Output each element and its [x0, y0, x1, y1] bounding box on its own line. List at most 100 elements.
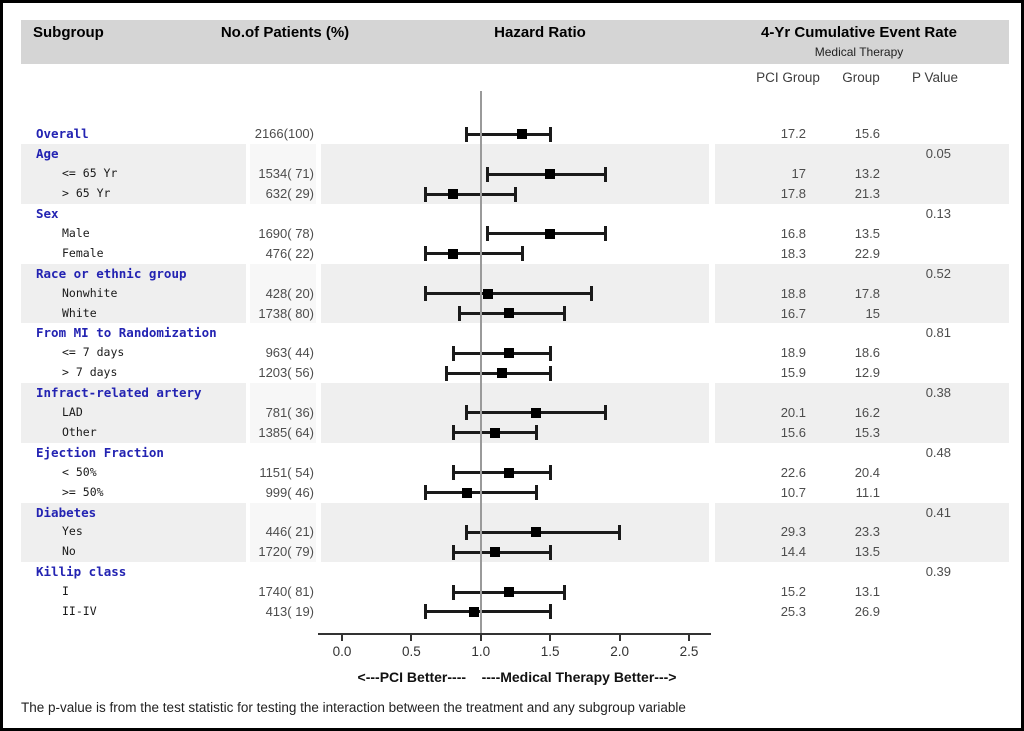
row-label: Yes: [62, 524, 83, 539]
hazard-ratio-marker: [503, 348, 514, 359]
medical-therapy-event-rate-cell: 15: [865, 305, 880, 321]
axis-direction-label: <---PCI Better---- ----Medical Therapy B…: [357, 669, 677, 685]
ci-lower-cap: [423, 186, 427, 202]
hazard-ratio-marker: [489, 427, 500, 438]
row-label: I: [62, 584, 69, 599]
row-shading-band: [250, 502, 316, 563]
column-subheader-medical-therapy: Medical Therapy: [814, 45, 904, 59]
medical-therapy-event-rate-cell: 21.3: [854, 186, 880, 202]
patients-count-cell: 446( 21): [265, 524, 314, 540]
row-label: Age: [36, 146, 59, 162]
ci-lower-cap: [458, 305, 462, 321]
ci-lower-cap: [451, 584, 455, 600]
hazard-ratio-marker: [482, 288, 493, 299]
hazard-ratio-marker: [531, 527, 542, 538]
ci-upper-cap: [590, 286, 594, 302]
ci-lower-cap: [451, 425, 455, 441]
pci-event-rate-cell: 15.2: [780, 584, 806, 600]
patients-count-cell: 1690( 78): [258, 225, 314, 241]
hazard-ratio-marker: [545, 228, 556, 239]
x-axis-tick: [549, 635, 552, 641]
column-subheader-pci-group: PCI Group: [756, 70, 820, 85]
hazard-ratio-marker: [448, 248, 459, 259]
row-label: < 50%: [62, 464, 97, 479]
medical-therapy-event-rate-cell: 13.5: [854, 544, 880, 560]
row-shading-band: [21, 144, 246, 204]
pci-event-rate-cell: 14.4: [780, 544, 806, 560]
row-shading-band: [715, 383, 1009, 443]
x-axis-tick-label: 2.5: [679, 644, 699, 659]
medical-therapy-event-rate-cell: 23.3: [854, 524, 880, 540]
p-value-cell: 0.48: [925, 444, 951, 460]
ci-upper-cap: [514, 186, 517, 202]
ci-upper-cap: [562, 305, 566, 321]
row-label: Other: [62, 424, 97, 439]
row-shading-band: [715, 263, 1009, 324]
medical-therapy-event-rate-cell: 12.9: [854, 365, 880, 381]
confidence-interval-line: [425, 610, 551, 614]
row-label: LAD: [62, 405, 83, 419]
row-label: Nonwhite: [62, 285, 118, 300]
medical-therapy-event-rate-cell: 15.3: [854, 424, 880, 440]
ci-upper-cap: [548, 345, 552, 361]
medical-therapy-event-rate-cell: 20.4: [854, 464, 880, 480]
medical-therapy-event-rate-cell: 17.8: [854, 285, 880, 301]
confidence-interval-line: [425, 252, 523, 256]
patients-count-cell: 413( 19): [265, 604, 314, 619]
ci-upper-cap: [604, 166, 608, 182]
confidence-interval-line: [425, 292, 592, 296]
ci-lower-cap: [486, 226, 490, 242]
hazard-ratio-marker: [461, 487, 472, 498]
ci-lower-cap: [465, 405, 469, 421]
ci-upper-cap: [534, 485, 538, 501]
ci-upper-cap: [604, 226, 608, 242]
row-label: <= 7 days: [62, 345, 125, 360]
confidence-interval-line: [425, 192, 516, 196]
p-value-cell: 0.13: [925, 206, 951, 221]
ci-upper-cap: [618, 524, 622, 540]
hazard-ratio-marker: [448, 189, 459, 200]
patients-count-cell: 999( 46): [265, 484, 314, 500]
row-label: Overall: [36, 126, 89, 142]
x-axis-tick: [341, 635, 343, 641]
hazard-ratio-marker: [545, 169, 556, 180]
row-label: Male: [62, 225, 90, 240]
medical-therapy-event-rate-cell: 11.1: [855, 484, 880, 500]
ci-upper-cap: [534, 425, 538, 441]
ci-upper-cap: [548, 604, 552, 620]
x-axis-tick-label: 0.0: [332, 644, 352, 659]
pci-event-rate-cell: 18.3: [780, 245, 806, 261]
hazard-ratio-marker: [517, 129, 528, 140]
footnote: The p-value is from the test statistic f…: [21, 700, 686, 715]
p-value-cell: 0.38: [925, 385, 951, 401]
row-label: From MI to Randomization: [36, 325, 217, 341]
ci-lower-cap: [465, 524, 469, 540]
row-label: Infract-related artery: [36, 385, 202, 401]
pci-event-rate-cell: 18.9: [780, 345, 806, 361]
p-value-cell: 0.52: [925, 265, 951, 281]
column-subheader-group: Group: [842, 70, 880, 85]
row-shading-band: [250, 144, 316, 204]
ci-lower-cap: [451, 544, 455, 560]
medical-therapy-event-rate-cell: 16.2: [854, 405, 880, 420]
row-label: Female: [62, 245, 104, 260]
pci-event-rate-cell: 17.2: [780, 126, 806, 142]
row-label: Ejection Fraction: [36, 444, 164, 460]
medical-therapy-event-rate-cell: 22.9: [854, 245, 880, 261]
p-value-cell: 0.05: [925, 146, 951, 162]
pci-event-rate-cell: 29.3: [780, 524, 806, 540]
table-header-band: Subgroup No.of Patients (%) Hazard Ratio…: [21, 20, 1009, 64]
pci-event-rate-cell: 20.1: [780, 405, 806, 420]
row-label: No: [62, 544, 76, 559]
hazard-ratio-marker: [489, 547, 500, 558]
x-axis-line: [318, 633, 711, 635]
x-axis-tick-label: 1.0: [471, 644, 491, 659]
row-shading-band: [21, 263, 246, 324]
patients-count-cell: 1151( 54): [259, 464, 314, 480]
ci-lower-cap: [423, 485, 427, 501]
x-axis-tick: [479, 635, 482, 641]
ci-upper-cap: [548, 544, 552, 560]
row-shading-band: [715, 144, 1009, 204]
p-value-cell: 0.41: [925, 504, 951, 520]
